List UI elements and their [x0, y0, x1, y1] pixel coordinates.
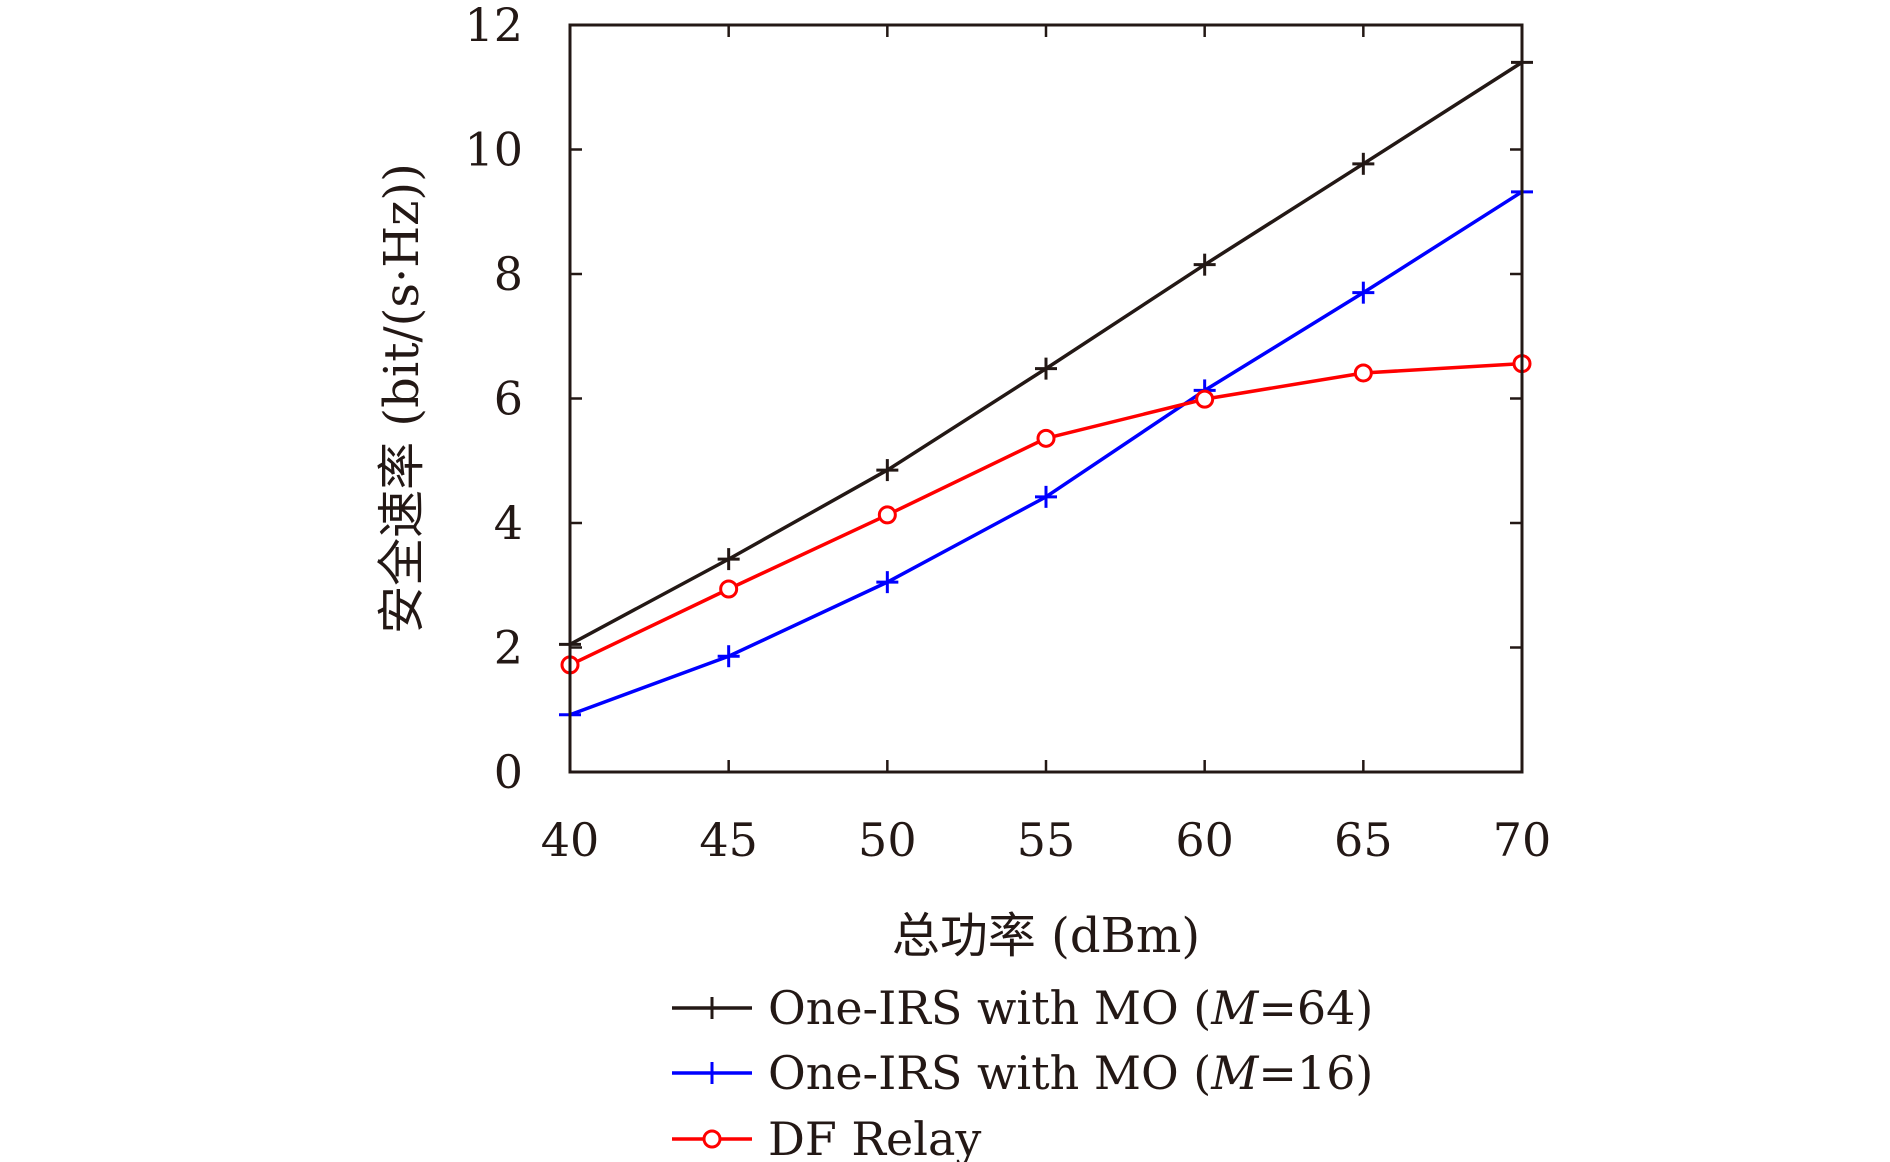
legend-label-suffix: =64): [1258, 981, 1373, 1035]
data-point-circle: [877, 505, 897, 525]
legend-label: One-IRS with MO (M=16): [768, 1046, 1373, 1100]
series-1: [559, 51, 1533, 656]
y-tick-label: 8: [494, 247, 523, 301]
legend-label-italic: M: [1210, 981, 1260, 1035]
y-tick-label: 4: [494, 496, 523, 550]
y-tick-label: 0: [494, 745, 523, 799]
plot-frame: [568, 23, 1524, 774]
x-tick-label: 45: [699, 813, 758, 867]
y-tick-label: 6: [494, 372, 523, 426]
data-point-circle: [719, 579, 739, 599]
series-line: [569, 60, 1523, 646]
series-2: [559, 180, 1533, 726]
legend-label-prefix: One-IRS with MO (: [768, 981, 1211, 1035]
y-tick-label: 10: [464, 123, 523, 177]
legend-label: DF Relay: [768, 1112, 981, 1162]
data-point-plus: [1352, 152, 1375, 175]
legend-label-italic: M: [1210, 1046, 1260, 1100]
x-tick-label: 40: [541, 813, 600, 867]
data-point-plus: [1193, 253, 1216, 276]
x-tick-label: 50: [858, 813, 917, 867]
x-tick-label: 65: [1334, 813, 1393, 867]
legend-label-prefix: DF Relay: [768, 1112, 981, 1162]
axes: 40 45 50 55 60 65 70 0 2 4 6 8 10 12: [464, 0, 1551, 867]
data-point-circle: [1353, 363, 1373, 383]
data-point-plus: [876, 459, 899, 482]
series-3: [560, 354, 1532, 675]
data-point-plus: [876, 571, 899, 594]
y-tick-label: 2: [494, 621, 523, 675]
y-axis-title: 安全速率 (bit/(s·Hz)): [374, 163, 430, 634]
plot-frame-rect: [568, 23, 1524, 774]
x-tick-label: 70: [1493, 813, 1552, 867]
legend-label: One-IRS with MO (M=64): [768, 981, 1373, 1035]
legend-item-3: DF Relay: [672, 1112, 981, 1162]
series-layer: [559, 51, 1533, 726]
legend-item-2: One-IRS with MO (M=16): [672, 1046, 1373, 1100]
x-tick-label: 55: [1017, 813, 1076, 867]
series-line: [569, 190, 1523, 717]
data-point-plus: [717, 548, 740, 571]
data-point-circle: [1195, 389, 1215, 409]
legend-marker-circle: [702, 1129, 722, 1149]
series-line: [569, 361, 1523, 667]
data-point-plus: [717, 645, 740, 668]
data-point-plus: [1352, 281, 1375, 304]
legend: One-IRS with MO (M=64)One-IRS with MO (M…: [672, 981, 1373, 1162]
data-point-plus: [1035, 485, 1057, 508]
legend-label-prefix: One-IRS with MO (: [768, 1046, 1211, 1100]
data-point-plus: [1035, 357, 1057, 380]
x-tick-label: 60: [1175, 813, 1234, 867]
x-axis-title: 总功率 (dBm): [892, 908, 1200, 964]
data-point-circle: [1036, 428, 1056, 448]
legend-item-1: One-IRS with MO (M=64): [672, 981, 1373, 1035]
legend-label-suffix: =16): [1258, 1046, 1373, 1100]
y-tick-label: 12: [464, 0, 523, 52]
